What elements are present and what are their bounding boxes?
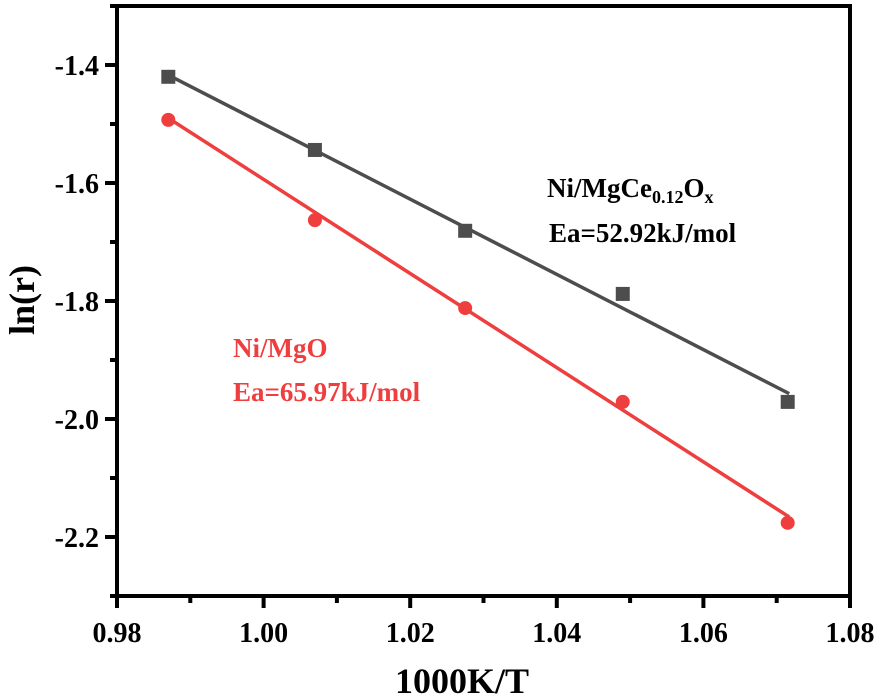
y-tick-label: -2.2 [55, 523, 99, 554]
annotation-black-ea: Ea=52.92kJ/mol [549, 218, 737, 248]
data-point-square [458, 223, 473, 238]
x-tick-label: 0.98 [93, 618, 142, 649]
data-point-circle [161, 112, 176, 127]
y-tick-label: -2.0 [55, 405, 99, 436]
data-points [161, 69, 795, 530]
fit-line [167, 116, 791, 519]
data-point-circle [458, 301, 473, 316]
x-tick-label: 1.02 [386, 618, 435, 649]
axes: 0.98 1.00 1.02 1.04 1.06 1.08 -1.4 -1.6 -1.8 -2.0… [55, 4, 875, 649]
plot-frame [115, 4, 852, 598]
y-tick-label: -1.4 [55, 51, 99, 82]
y-axis-label: ln(r) [2, 265, 42, 335]
fit-line [167, 73, 790, 396]
data-point-circle [780, 515, 795, 530]
data-point-square [307, 142, 322, 157]
x-tick-label: 1.00 [239, 618, 288, 649]
fit-lines [167, 73, 791, 519]
y-tick-label: -1.6 [55, 169, 99, 200]
x-axis-label: 1000K/T [395, 661, 529, 699]
x-tick-label: 1.06 [679, 618, 728, 649]
x-tick-label: 1.04 [532, 618, 581, 649]
data-point-square [780, 394, 795, 409]
data-point-square [161, 69, 176, 84]
annotation-red-name: Ni/MgO [233, 333, 328, 363]
data-point-circle [615, 394, 630, 409]
x-tick-label: 1.08 [826, 618, 875, 649]
data-point-square [615, 286, 630, 301]
annotation-black-name: Ni/MgCe0.12Ox [547, 173, 713, 207]
y-tick-label: -1.8 [55, 287, 99, 318]
data-point-circle [307, 213, 322, 228]
annotation-red-ea: Ea=65.97kJ/mol [233, 377, 421, 407]
